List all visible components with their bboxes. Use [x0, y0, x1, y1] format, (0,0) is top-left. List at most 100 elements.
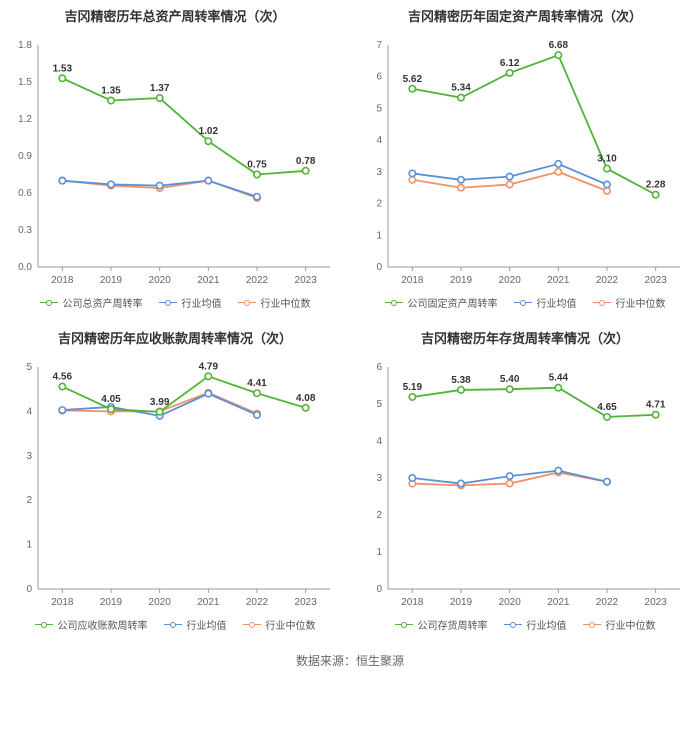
marker-industry_avg — [205, 177, 211, 183]
marker-company — [555, 385, 561, 391]
marker-industry_avg — [59, 407, 65, 413]
chart-wrap: 01234562018201920202021202220235.195.385… — [354, 353, 696, 613]
legend-label: 行业均值 — [527, 617, 567, 632]
x-tick-label: 2022 — [596, 275, 619, 286]
x-tick-label: 2023 — [295, 597, 318, 608]
legend-swatch-icon — [385, 299, 403, 307]
legend-label: 行业均值 — [187, 617, 227, 632]
marker-industry_avg — [458, 177, 464, 183]
y-tick-label: 0 — [376, 584, 382, 595]
marker-industry_avg — [604, 479, 610, 485]
value-label: 1.53 — [53, 63, 73, 74]
value-label: 1.37 — [150, 83, 170, 94]
y-tick-label: 6 — [376, 362, 382, 373]
marker-company — [409, 394, 415, 400]
x-tick-label: 2018 — [51, 275, 74, 286]
series-company — [412, 388, 655, 417]
legend-label: 行业均值 — [182, 295, 222, 310]
legend-swatch-icon — [164, 621, 182, 629]
y-tick-label: 5 — [376, 399, 382, 410]
marker-company — [108, 97, 114, 103]
chart-wrap: 0.00.30.60.91.21.51.82018201920202021202… — [4, 31, 346, 291]
legend-item-industry_median[interactable]: 行业中位数 — [243, 617, 316, 632]
marker-industry_median — [604, 188, 610, 194]
x-tick-label: 2021 — [197, 275, 220, 286]
x-tick-label: 2022 — [246, 597, 269, 608]
x-tick-label: 2020 — [149, 597, 172, 608]
marker-company — [108, 406, 114, 412]
panel-receivables: 吉冈精密历年应收账款周转率情况（次）0123452018201920202021… — [0, 322, 350, 644]
legend-item-company[interactable]: 公司固定资产周转率 — [385, 295, 498, 310]
marker-company — [254, 171, 260, 177]
value-label: 0.78 — [296, 156, 316, 167]
value-label: 0.75 — [247, 160, 267, 171]
marker-industry_avg — [205, 390, 211, 396]
legend-item-industry_avg[interactable]: 行业均值 — [164, 617, 227, 632]
chart-title: 吉冈精密历年应收账款周转率情况（次） — [4, 328, 346, 347]
y-tick-label: 1 — [26, 540, 32, 551]
marker-company — [205, 138, 211, 144]
value-label: 5.38 — [451, 375, 471, 386]
marker-industry_avg — [254, 194, 260, 200]
panel-fixed_assets: 吉冈精密历年固定资产周转率情况（次）0123456720182019202020… — [350, 0, 700, 322]
marker-company — [506, 386, 512, 392]
marker-industry_median — [555, 169, 561, 175]
marker-company — [458, 387, 464, 393]
legend-item-industry_avg[interactable]: 行业均值 — [159, 295, 222, 310]
y-tick-label: 1 — [376, 230, 382, 241]
value-label: 5.34 — [451, 83, 471, 94]
y-tick-label: 2 — [26, 495, 32, 506]
legend-item-company[interactable]: 公司存货周转率 — [395, 617, 488, 632]
y-tick-label: 4 — [26, 406, 32, 417]
marker-company — [409, 86, 415, 92]
legend-item-company[interactable]: 公司应收账款周转率 — [35, 617, 148, 632]
legend-item-industry_avg[interactable]: 行业均值 — [514, 295, 577, 310]
legend-item-industry_median[interactable]: 行业中位数 — [583, 617, 656, 632]
marker-industry_avg — [555, 161, 561, 167]
chart-title: 吉冈精密历年总资产周转率情况（次） — [4, 6, 346, 25]
x-tick-label: 2022 — [596, 597, 619, 608]
legend-label: 行业中位数 — [261, 295, 311, 310]
marker-company — [302, 168, 308, 174]
x-tick-label: 2018 — [401, 597, 424, 608]
x-tick-label: 2021 — [547, 597, 570, 608]
marker-industry_avg — [156, 182, 162, 188]
legend-swatch-icon — [238, 299, 256, 307]
legend-item-industry_median[interactable]: 行业中位数 — [593, 295, 666, 310]
marker-company — [254, 390, 260, 396]
marker-industry_avg — [458, 480, 464, 486]
y-tick-label: 2 — [376, 510, 382, 521]
marker-company — [156, 95, 162, 101]
marker-industry_median — [409, 177, 415, 183]
value-label: 5.40 — [500, 374, 520, 385]
legend-item-company[interactable]: 公司总资产周转率 — [40, 295, 143, 310]
legend: 公司总资产周转率 行业均值 行业中位数 — [4, 291, 346, 320]
x-tick-label: 2019 — [100, 275, 123, 286]
legend-item-industry_avg[interactable]: 行业均值 — [504, 617, 567, 632]
data-source: 数据来源：恒生聚源 — [0, 644, 700, 681]
marker-company — [156, 409, 162, 415]
value-label: 5.62 — [403, 74, 423, 85]
marker-company — [205, 373, 211, 379]
x-tick-label: 2021 — [547, 275, 570, 286]
y-tick-label: 1.2 — [18, 114, 32, 125]
marker-industry_avg — [108, 181, 114, 187]
marker-company — [302, 405, 308, 411]
y-tick-label: 0.3 — [18, 225, 32, 236]
legend-item-industry_median[interactable]: 行业中位数 — [238, 295, 311, 310]
y-tick-label: 0 — [26, 584, 32, 595]
legend-label: 公司总资产周转率 — [63, 295, 143, 310]
y-tick-label: 1 — [376, 547, 382, 558]
marker-company — [604, 414, 610, 420]
legend-swatch-icon — [395, 621, 413, 629]
legend-label: 行业中位数 — [266, 617, 316, 632]
x-tick-label: 2019 — [450, 597, 473, 608]
x-tick-label: 2023 — [645, 597, 668, 608]
value-label: 5.19 — [403, 382, 423, 393]
legend-swatch-icon — [243, 621, 261, 629]
x-tick-label: 2018 — [51, 597, 74, 608]
chart-title: 吉冈精密历年固定资产周转率情况（次） — [354, 6, 696, 25]
value-label: 4.71 — [646, 400, 666, 411]
legend-label: 公司存货周转率 — [418, 617, 488, 632]
chart-fixed_assets: 012345672018201920202021202220235.625.34… — [354, 31, 694, 291]
